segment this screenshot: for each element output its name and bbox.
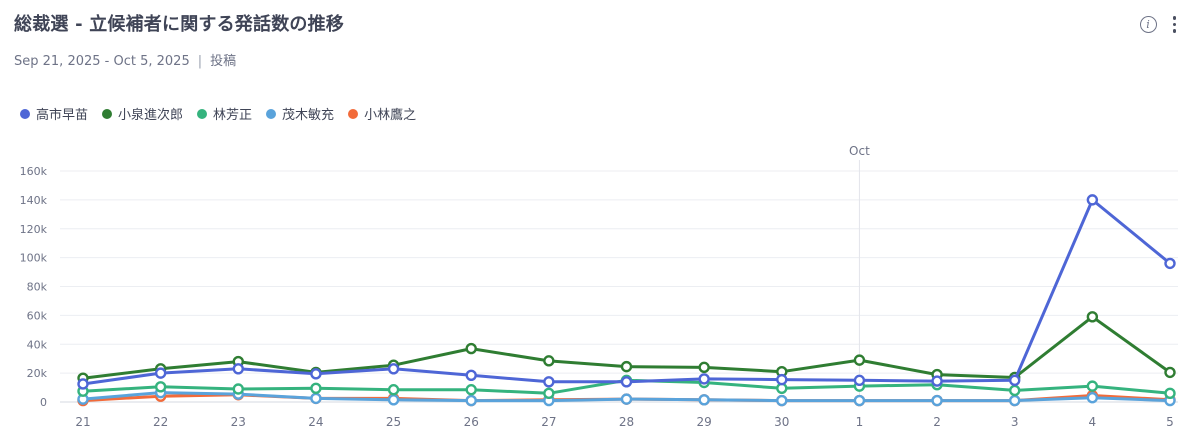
data-point[interactable] (154, 367, 167, 379)
data-point[interactable] (465, 369, 477, 381)
month-marker-label: Oct (849, 144, 870, 158)
x-tick-label: 1 (856, 415, 864, 429)
x-tick-label: 21 (75, 415, 90, 429)
legend-color-dot (20, 108, 30, 119)
data-point[interactable] (1009, 374, 1021, 387)
data-point[interactable] (1009, 384, 1021, 397)
x-tick-label: 22 (153, 415, 168, 429)
legend-label: 小林鷹之 (364, 108, 417, 123)
legend-item[interactable]: 林芳正 (197, 104, 252, 123)
data-point[interactable] (698, 394, 710, 406)
data-point[interactable] (1086, 380, 1099, 392)
chart-header: 総裁選 - 立候補者に関する発話数の推移 Sep 21, 2025 - Oct … (14, 10, 1180, 70)
data-point[interactable] (853, 374, 866, 387)
data-point[interactable] (465, 342, 477, 355)
data-point[interactable] (387, 394, 400, 406)
data-point[interactable] (387, 363, 400, 375)
x-tick-label: 25 (386, 415, 401, 429)
x-tick-label: 26 (464, 415, 479, 429)
x-tick-label: 3 (1011, 415, 1019, 429)
legend-color-dot (266, 108, 277, 119)
x-tick-label: 5 (1166, 415, 1174, 429)
x-tick-label: 23 (231, 415, 246, 429)
chart-legend: 高市早苗 小泉進次郎 林芳正 茂木敏充 小林鷹之 (20, 104, 416, 123)
y-tick-label: 20k (27, 367, 48, 380)
legend-color-dot (102, 108, 113, 119)
data-point[interactable] (77, 378, 89, 390)
data-point[interactable] (543, 376, 555, 388)
data-point[interactable] (310, 368, 322, 380)
y-tick-label: 120k (20, 223, 48, 236)
x-tick-label: 27 (541, 415, 556, 429)
data-point[interactable] (698, 361, 710, 374)
data-point[interactable] (620, 360, 633, 373)
data-point[interactable] (620, 393, 633, 405)
x-tick-label: 29 (697, 415, 712, 429)
data-point[interactable] (232, 383, 244, 395)
data-point[interactable] (853, 394, 866, 407)
legend-label: 高市早苗 (36, 108, 89, 123)
data-point[interactable] (1164, 257, 1176, 270)
data-point[interactable] (1164, 387, 1176, 400)
data-point[interactable] (154, 381, 167, 393)
data-point[interactable] (1164, 366, 1176, 379)
legend-item[interactable]: 高市早苗 (20, 104, 88, 123)
date-range: Sep 21, 2025 - Oct 5, 2025 (14, 54, 190, 69)
y-tick-label: 0 (40, 396, 47, 409)
series-line (81, 198, 1172, 386)
data-point[interactable] (543, 355, 555, 367)
data-point[interactable] (853, 354, 866, 366)
chart-subtitle: Sep 21, 2025 - Oct 5, 2025 | 投稿 (14, 50, 1180, 69)
data-point[interactable] (620, 376, 633, 388)
data-point[interactable] (776, 373, 788, 386)
data-point[interactable] (1086, 194, 1099, 206)
y-tick-label: 80k (27, 281, 48, 294)
y-tick-label: 160k (20, 165, 48, 178)
legend-item[interactable]: 小林鷹之 (348, 104, 416, 123)
legend-label: 林芳正 (213, 108, 253, 123)
y-tick-label: 40k (27, 338, 48, 351)
data-point[interactable] (931, 394, 943, 407)
y-tick-label: 100k (20, 252, 48, 265)
legend-color-dot (348, 108, 359, 119)
data-point[interactable] (387, 384, 400, 396)
subtitle-separator: | (197, 54, 203, 69)
header-icons: i (1139, 14, 1181, 35)
info-icon[interactable]: i (1139, 15, 1157, 33)
data-point[interactable] (232, 363, 244, 375)
x-tick-label: 30 (774, 415, 789, 429)
x-tick-label: 2 (933, 415, 941, 429)
x-tick-label: 4 (1089, 415, 1097, 429)
legend-item[interactable]: 小泉進次郎 (102, 104, 183, 123)
data-point[interactable] (465, 384, 477, 396)
data-point[interactable] (1086, 391, 1099, 404)
x-tick-label: 28 (619, 415, 634, 429)
data-point[interactable] (543, 387, 555, 400)
data-point[interactable] (698, 373, 710, 385)
more-vertical-icon[interactable] (1169, 14, 1181, 35)
y-tick-label: 140k (20, 194, 48, 207)
data-point[interactable] (310, 392, 322, 405)
data-point[interactable] (1009, 394, 1021, 407)
y-tick-label: 60k (27, 309, 48, 322)
legend-color-dot (197, 108, 208, 119)
metric-label: 投稿 (210, 54, 237, 69)
x-tick-label: 24 (308, 415, 323, 429)
chart-title: 総裁選 - 立候補者に関する発話数の推移 (14, 14, 345, 35)
data-point[interactable] (310, 382, 322, 394)
legend-item[interactable]: 茂木敏充 (266, 104, 334, 123)
data-point[interactable] (776, 394, 788, 407)
data-point[interactable] (1086, 311, 1099, 323)
data-point[interactable] (465, 394, 477, 407)
legend-label: 茂木敏充 (282, 108, 335, 123)
data-point[interactable] (931, 375, 943, 387)
legend-label: 小泉進次郎 (118, 108, 184, 123)
